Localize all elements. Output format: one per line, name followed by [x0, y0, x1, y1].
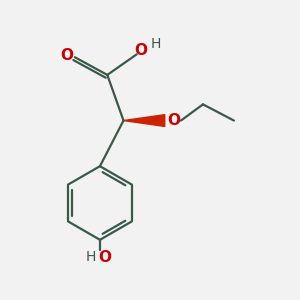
Text: O: O: [167, 113, 180, 128]
Text: H: H: [85, 250, 96, 265]
Text: H: H: [151, 37, 161, 51]
Polygon shape: [124, 115, 165, 126]
Text: O: O: [99, 250, 112, 265]
Text: O: O: [134, 43, 147, 58]
Text: O: O: [60, 48, 73, 63]
